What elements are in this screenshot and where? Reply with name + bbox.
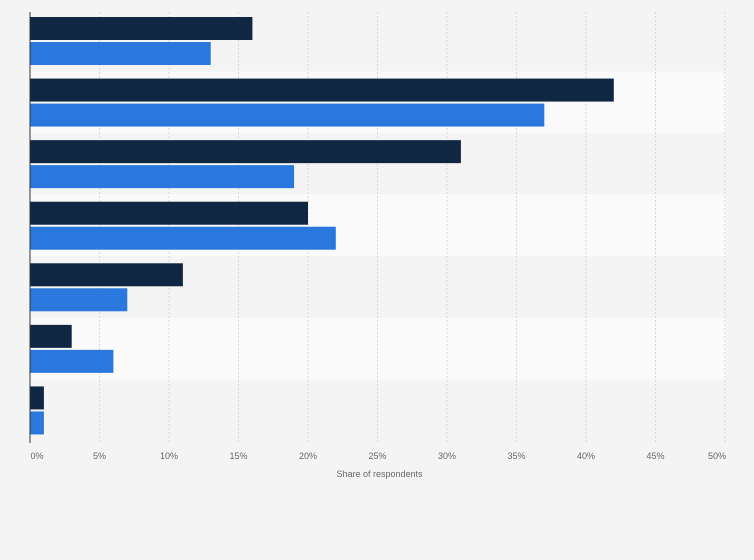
bars — [30, 17, 614, 435]
bar — [30, 165, 295, 189]
bar — [30, 78, 614, 102]
x-tick-label: 20% — [299, 451, 317, 461]
bar — [30, 103, 545, 127]
bar — [30, 140, 461, 164]
bar — [30, 201, 308, 225]
x-axis-label: Share of respondents — [336, 469, 423, 479]
x-tick-label: 30% — [438, 451, 456, 461]
x-tick-label: 15% — [229, 451, 247, 461]
bar — [30, 386, 44, 410]
bar — [30, 411, 44, 435]
bar — [30, 42, 211, 65]
x-tick-label: 50% — [708, 451, 726, 461]
x-tick-label: 25% — [368, 451, 386, 461]
bar — [30, 288, 128, 312]
x-tick-label: 5% — [93, 451, 106, 461]
bar — [30, 226, 336, 250]
bar — [30, 349, 114, 373]
x-tick-label: 35% — [507, 451, 525, 461]
bar — [30, 263, 183, 287]
x-tick-label: 40% — [577, 451, 595, 461]
bar — [30, 324, 72, 348]
x-axis-ticks: 0% 5% 10% 15% 20% 25% 30% 35% 40% 45% 50% — [30, 451, 726, 461]
x-tick-label: 10% — [160, 451, 178, 461]
x-tick-label: 45% — [646, 451, 664, 461]
bar — [30, 17, 253, 40]
x-tick-label: 0% — [30, 451, 43, 461]
